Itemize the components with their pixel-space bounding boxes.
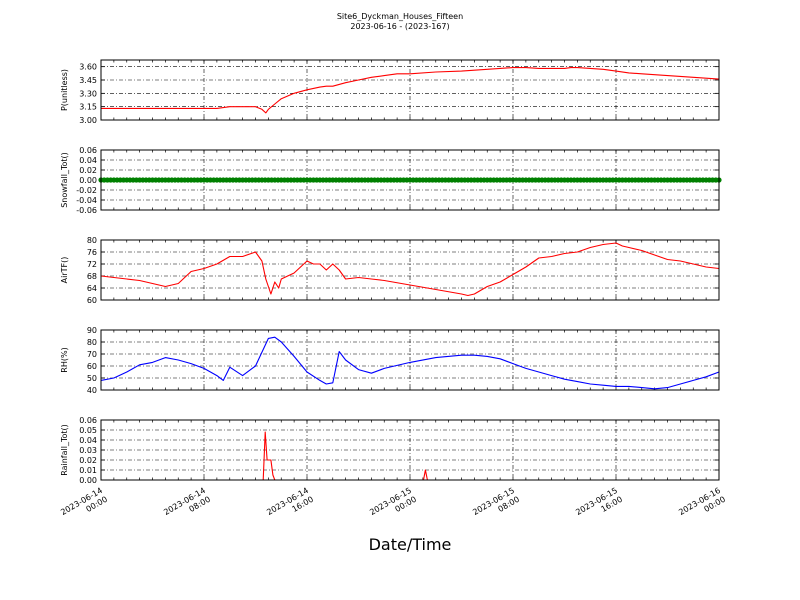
y-tick-label: -0.04: [76, 196, 97, 205]
panel-frame: [100, 149, 720, 211]
y-tick-label: 76: [87, 248, 97, 257]
y-tick-label: 0.03: [79, 446, 97, 455]
y-axis-label: RH(%): [60, 347, 69, 372]
panel-2: 60 64 68 72 76 80 AirTF(): [60, 236, 720, 305]
y-axis-label: Rainfall_Tot(): [60, 424, 69, 476]
x-tick-labels: 2023-06-1400:00 2023-06-1408:00 2023-06-14…: [59, 486, 727, 526]
y-tick-label: 3.00: [79, 116, 97, 125]
y-tick-label: 0.02: [79, 456, 97, 465]
y-tick-label: 50: [87, 374, 97, 383]
series-line: [101, 67, 720, 114]
y-tick-label: 40: [87, 386, 97, 395]
y-tick-label: 64: [87, 284, 97, 293]
chart-subtitle: 2023-06-16 - (2023-167): [350, 22, 449, 31]
y-tick-label: 0.00: [79, 176, 97, 185]
y-tick-label: 68: [87, 272, 97, 281]
y-tick-label: 0.06: [79, 146, 97, 155]
y-tick-label: 3.30: [79, 89, 97, 98]
y-tick-label: 0.00: [79, 476, 97, 485]
x-tick-label: 2023-06-1416:00: [265, 486, 315, 526]
y-tick-label: 0.01: [79, 466, 97, 475]
x-axis-label: Date/Time: [369, 535, 452, 554]
y-axis-label: Snowfall_Tot(): [60, 152, 69, 208]
y-tick-label: 72: [87, 260, 97, 269]
panel-frame: [100, 329, 720, 391]
y-tick-label: 0.04: [79, 436, 97, 445]
y-tick-label: -0.02: [76, 186, 97, 195]
x-tick-label: 2023-06-1408:00: [162, 486, 212, 526]
panel-frame: [100, 239, 720, 301]
y-tick-label: 70: [87, 350, 97, 359]
y-axis-label: AirTF(): [60, 257, 69, 284]
series-line: [100, 242, 720, 297]
y-tick-label: 0.02: [79, 166, 97, 175]
y-tick-label: 0.04: [79, 156, 97, 165]
y-tick-label: 3.45: [79, 76, 97, 85]
chart-panels: 3.003.153.303.453.60P(unitless)-0.06-0.0…: [60, 59, 722, 485]
panel-frame: [100, 419, 720, 481]
y-tick-label: 3.15: [79, 103, 97, 112]
x-tick-label: 2023-06-1400:00: [59, 486, 109, 526]
panel-frame: [100, 59, 720, 121]
series-line: [100, 336, 720, 390]
panel-0: 3.00 3.15 3.30 3.45 3.60 P(unitless): [60, 59, 720, 125]
x-tick-label: 2023-06-1508:00: [471, 486, 521, 526]
y-tick-label: 80: [87, 236, 97, 245]
y-tick-label: 90: [87, 326, 97, 335]
y-axis-label: P(unitless): [60, 69, 69, 111]
panel-1: -0.06-0.04-0.020.000.020.040.06 Snowfall_…: [60, 146, 722, 215]
y-tick-label: 3.60: [79, 63, 97, 72]
x-tick-label: 2023-06-1500:00: [368, 486, 418, 526]
y-tick-label: 60: [87, 296, 97, 305]
y-tick-label: 60: [87, 362, 97, 371]
panel-3: 40 50 60 70 80 90 RH(%): [60, 326, 720, 395]
y-tick-label: 0.05: [79, 426, 97, 435]
y-tick-label: 0.06: [79, 416, 97, 425]
x-tick-label: 2023-06-1600:00: [677, 486, 727, 526]
y-tick-label: 80: [87, 338, 97, 347]
series-line: [101, 431, 719, 481]
panel-4: 0.000.010.020.030.040.050.06 Rainfall_Tot…: [60, 416, 720, 485]
chart-title: Site6_Dyckman_Houses_Fifteen: [337, 12, 463, 21]
y-tick-label: -0.06: [76, 206, 97, 215]
x-tick-label: 2023-06-1516:00: [574, 486, 624, 526]
snowfall-series: [98, 177, 722, 183]
